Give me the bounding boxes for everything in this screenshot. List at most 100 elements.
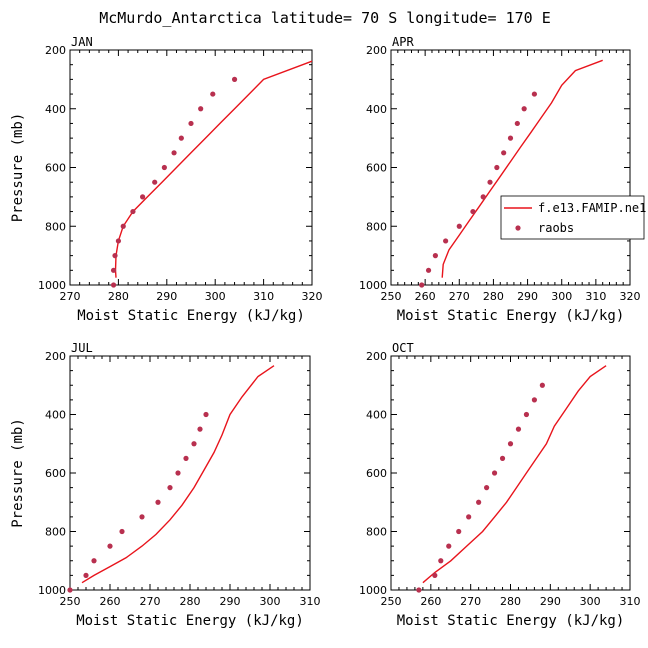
raob-point [456,528,462,535]
panel-apr: APR 250 260 270 280 290 300 310 320 200 400 600 800 1… [359,35,641,324]
raob-point [203,411,209,418]
x-tick-label: 290 [156,290,177,303]
raob-point [416,587,422,593]
y-tick-label: 600 [45,467,66,480]
raob-point [171,150,177,156]
plot-frame [69,355,311,591]
raob-point [456,223,462,229]
y-tick-label: 400 [45,409,66,422]
legend-line-label: f.e13.FAMIP.ne1 [538,201,646,215]
raob-point [438,558,444,564]
x-tick-label: 310 [300,595,321,608]
raob-point [432,253,438,259]
x-tick-label: 310 [585,290,606,303]
x-tick-label: 310 [620,595,641,608]
raob-point [470,208,476,215]
y-tick-label: 400 [45,103,66,116]
y-tick-label: 600 [366,467,387,480]
raob-point [115,238,121,244]
raob-point [480,194,486,200]
raob-point [531,397,538,403]
raob-point [432,572,438,578]
y-tick-label: 200 [366,44,387,57]
y-tick-label: 400 [366,409,387,422]
model-line [441,59,603,278]
raob-point [155,499,161,505]
x-tick-label: 310 [253,290,274,303]
raob-point [119,528,125,535]
panel-jan: JAN 270 280 290 300 310 320 200 400 600 800 1000 Moi… [10,35,323,324]
raob-point [515,426,522,432]
y-tick-label: 200 [45,350,66,363]
raob-point [183,455,189,461]
x-axis-label: Moist Static Energy (kJ/kg) [397,613,625,629]
raob-point [167,485,173,491]
legend-box [500,195,645,240]
raob-point [120,223,126,229]
raob-point [140,194,146,200]
y-tick-label: 800 [366,526,387,539]
y-tick-label: 400 [366,103,387,116]
x-tick-label: 260 [415,290,436,303]
raob-point [231,76,238,82]
model-line [114,60,313,278]
x-tick-label: 300 [551,290,572,303]
raob-point [110,267,117,273]
legend: f.e13.FAMIP.ne1 raobs [500,195,646,240]
y-tick-label: 200 [45,44,66,57]
x-tick-label: 280 [500,595,521,608]
panel-label: APR [392,35,414,49]
x-tick-label: 300 [205,290,226,303]
x-tick-label: 280 [483,290,504,303]
raob-point [514,120,520,127]
x-tick-label: 270 [460,595,481,608]
plot-frame [390,355,631,591]
raob-point [484,485,490,491]
x-tick-label: 250 [60,595,81,608]
raob-point [83,572,89,578]
plot-frame [69,49,313,286]
raob-point [531,91,538,97]
y-tick-label: 1000 [359,584,387,597]
x-tick-label: 300 [580,595,601,608]
raob-point [152,179,158,185]
raob-point [191,441,197,447]
x-tick-label: 270 [449,290,470,303]
x-tick-label: 300 [260,595,281,608]
x-axis-label: Moist Static Energy (kJ/kg) [77,308,305,324]
raob-point [161,164,167,171]
raob-point [494,164,500,171]
raob-point [197,426,203,432]
x-tick-label: 290 [517,290,538,303]
raob-point [419,282,425,288]
x-tick-label: 270 [60,290,81,303]
y-axis-label: Pressure (mb) [10,418,26,528]
raob-point [198,106,204,112]
raob-point [507,441,514,447]
y-tick-label: 200 [366,350,387,363]
raob-point [501,150,507,156]
x-tick-label: 250 [381,595,402,608]
legend-dot-swatch [515,225,521,231]
x-tick-label: 290 [220,595,241,608]
raob-point [476,499,482,505]
y-tick-label: 800 [45,220,66,233]
x-tick-label: 270 [140,595,161,608]
raob-point [210,91,216,97]
model-line [422,365,607,584]
y-tick-label: 1000 [38,584,66,597]
y-tick-label: 1000 [38,279,66,292]
x-tick-label: 280 [108,290,129,303]
raob-point [130,208,136,215]
raob-point [139,514,145,520]
raob-point [507,135,514,141]
raob-point [491,470,498,476]
y-tick-label: 1000 [359,279,387,292]
y-tick-label: 800 [366,220,387,233]
panel-oct: OCT 250 260 270 280 290 300 310 200 400 600 800 1000… [359,341,641,629]
raob-point [425,267,432,273]
raob-point [91,558,97,564]
raob-point [466,514,472,520]
y-axis-label: Pressure (mb) [10,113,26,223]
